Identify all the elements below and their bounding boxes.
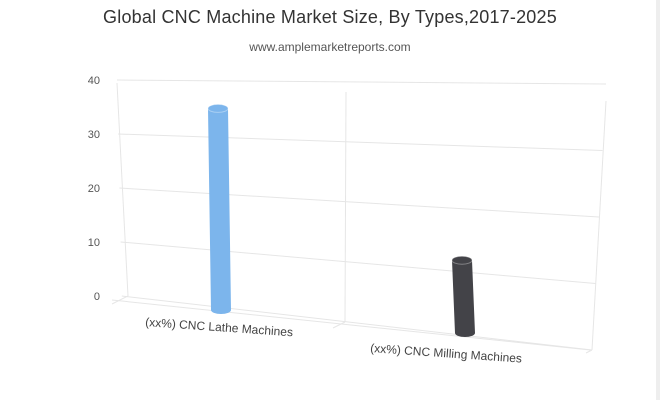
grid-line [119, 187, 600, 218]
chart-title: Global CNC Machine Market Size, By Types… [103, 7, 557, 27]
grid-line [118, 133, 603, 151]
x-category-label: (xx%) CNC Milling Machines [370, 341, 523, 366]
y-tick-label: 10 [88, 237, 100, 249]
bar-body [208, 108, 231, 315]
middle-wall-line [344, 91, 347, 323]
floor-edge [111, 299, 591, 351]
bar-series [207, 103, 475, 337]
right-wall-line [591, 100, 607, 351]
bar-body [452, 260, 475, 337]
floor-side-left [111, 295, 129, 305]
right-edge-strip [656, 0, 660, 400]
grid-line [121, 295, 593, 351]
x-category-label: (xx%) CNC Lathe Machines [145, 315, 294, 339]
y-tick-label: 30 [88, 129, 100, 141]
y-tick-label: 40 [88, 75, 100, 87]
y-tick-label: 0 [94, 291, 100, 303]
grid-line [120, 241, 596, 284]
bar-top [451, 255, 473, 265]
bar [207, 103, 231, 315]
y-tick-label: 20 [88, 183, 100, 195]
grid-line [116, 79, 607, 85]
chart-subtitle: www.amplemarketreports.com [249, 40, 411, 54]
floor-side-right [585, 349, 593, 354]
grid-lines [111, 79, 607, 354]
bar-top [207, 103, 229, 113]
y-axis-ticks: 0 10 20 30 40 [88, 75, 100, 303]
floor-side-mid [332, 321, 346, 329]
bar [451, 255, 475, 337]
left-wall-line [116, 82, 129, 297]
